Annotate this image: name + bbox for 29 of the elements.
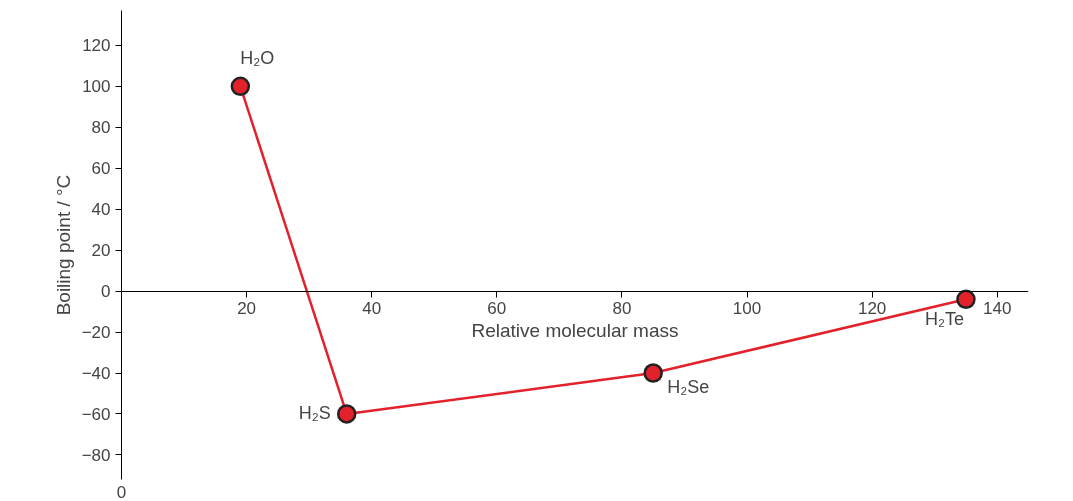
- y-tick-label: 120: [82, 36, 111, 56]
- x-tick-label: 100: [732, 299, 762, 319]
- y-tick-label: 20: [91, 241, 111, 261]
- annotation: H₂S: [298, 402, 331, 423]
- x-tick-label: 140: [983, 299, 1012, 319]
- y-tick-label: −20: [81, 323, 111, 343]
- y-tick-label: 80: [91, 118, 111, 138]
- y-tick-label: 60: [91, 159, 111, 179]
- x-tick-label: 20: [237, 299, 257, 319]
- y-tick-label: 100: [82, 77, 111, 97]
- x-tick-label: 60: [487, 299, 507, 319]
- x-tick-label: 80: [612, 299, 632, 319]
- text: 0: [116, 482, 127, 501]
- annotation: H₂Te: [924, 309, 964, 330]
- y-tick-label: −40: [81, 364, 111, 383]
- y-tick-label: 40: [91, 200, 111, 220]
- y-tick-label: −80: [81, 445, 111, 465]
- point: [643, 363, 663, 383]
- x-axis-title: Relative molecular mass: [471, 319, 679, 341]
- x-tick-label: 40: [362, 299, 382, 319]
- point: [230, 76, 251, 97]
- x-tick-label: 120: [857, 299, 887, 319]
- point: [956, 289, 976, 310]
- y-tick-label: −60: [81, 404, 111, 424]
- point: [336, 404, 357, 424]
- y-tick-label: 0: [101, 282, 111, 302]
- annotation: H₂O: [240, 48, 275, 69]
- y-axis-title: Boiling point / °C: [52, 174, 74, 316]
- annotation: H₂Se: [667, 377, 710, 397]
